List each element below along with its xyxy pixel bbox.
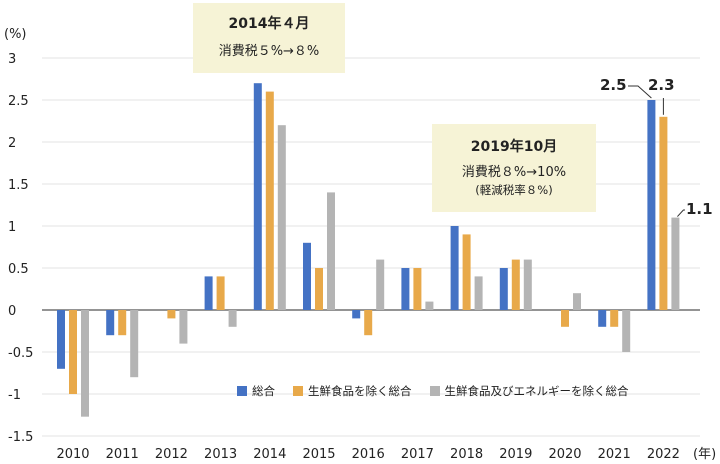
y-tick-label: 1.5 <box>8 178 29 193</box>
legend-item-total: 総合 <box>237 383 275 399</box>
bar-2019-series-1 <box>499 268 508 310</box>
y-tick-label: 2 <box>8 136 16 151</box>
legend: 総合 生鮮食品を除く総合 生鮮食品及びエネルギーを除く総合 <box>237 383 629 399</box>
y-tick-label: 3 <box>8 52 16 67</box>
annotation-2019-title: 2019年10月 <box>470 139 558 155</box>
callout-leader-core-core <box>677 209 685 217</box>
y-tick-labels: 3 2.5 2 1.5 1 0.5 0 -0.5 -1 -1.5 <box>8 52 33 445</box>
bar-2010-series-1 <box>57 310 65 369</box>
bar-2010-series-3 <box>81 310 89 417</box>
y-tick-label: 0.5 <box>8 262 29 277</box>
y-tick-label: 0 <box>8 304 16 319</box>
x-tick-label: 2016 <box>352 447 385 462</box>
legend-item-core-core: 生鮮食品及びエネルギーを除く総合 <box>429 383 629 399</box>
annotation-2014-title: 2014年４月 <box>228 16 310 32</box>
x-tick-label: 2015 <box>302 447 335 462</box>
bar-2013-series-3 <box>228 310 237 327</box>
bar-2015-series-1 <box>303 242 311 310</box>
bar-2011-series-1 <box>106 310 115 336</box>
x-tick-label: 2021 <box>598 447 631 462</box>
bar-2014-series-3 <box>277 125 286 310</box>
annotation-2014-tax: 2014年４月 消費税５%→８% <box>193 3 345 73</box>
x-tick-label: 2012 <box>155 447 188 462</box>
y-tick-label: -1.5 <box>8 430 33 445</box>
x-tick-label: 2014 <box>253 447 286 462</box>
callout-2022-core-core: 1.1 <box>686 200 713 218</box>
annotation-2019-tax: 2019年10月 消費税８%→10% (軽減税率８%) <box>432 124 596 212</box>
x-tick-label: 2013 <box>204 447 237 462</box>
x-tick-label: 2010 <box>56 447 89 462</box>
bar-2018-series-1 <box>450 226 459 310</box>
bar-2016-series-3 <box>376 259 385 310</box>
legend-swatch-core <box>293 386 303 396</box>
bar-2010-series-2 <box>69 310 77 394</box>
annotation-2019-text: 消費税８%→10% <box>461 165 567 180</box>
bar-2017-series-3 <box>425 301 434 310</box>
callout-leader-total <box>628 85 652 99</box>
bar-2016-series-2 <box>364 310 373 336</box>
bar-2019-series-2 <box>511 259 520 310</box>
callout-2022-core: 2.3 <box>648 76 675 94</box>
x-tick-label: 2020 <box>548 447 581 462</box>
y-tick-label: 1 <box>8 220 16 235</box>
bar-2022-series-3 <box>671 217 680 310</box>
y-tick-label: 2.5 <box>8 94 29 109</box>
x-tick-label: 2019 <box>499 447 532 462</box>
grid-lines <box>42 57 700 437</box>
bar-2021-series-1 <box>598 310 607 327</box>
bar-2015-series-2 <box>315 268 323 310</box>
y-tick-label: -0.5 <box>8 346 33 361</box>
bar-2017-series-2 <box>413 268 422 310</box>
bar-2011-series-2 <box>118 310 127 336</box>
x-unit-label: (年) <box>693 447 716 462</box>
x-tick-labels: 2010 2011 2012 2013 2014 2015 2016 2017 2018 2019… <box>56 447 679 462</box>
legend-label-core: 生鮮食品を除く総合 <box>308 384 412 398</box>
y-unit-label: (%) <box>4 27 27 42</box>
bar-2013-series-1 <box>204 276 213 310</box>
legend-label-core-core: 生鮮食品及びエネルギーを除く総合 <box>444 384 629 398</box>
x-tick-label: 2017 <box>401 447 434 462</box>
bar-2017-series-1 <box>401 268 410 310</box>
annotation-2019-note: (軽減税率８%) <box>475 183 553 197</box>
bar-2014-series-2 <box>265 91 274 310</box>
bar-2012-series-2 <box>167 310 176 319</box>
bar-2020-series-3 <box>573 293 581 310</box>
callout-2022-total: 2.5 <box>600 76 627 94</box>
legend-swatch-total <box>237 386 247 396</box>
bar-2019-series-3 <box>523 259 532 310</box>
bar-2021-series-2 <box>610 310 619 327</box>
annotation-2014-text: 消費税５%→８% <box>218 44 320 59</box>
bar-2018-series-3 <box>474 276 483 310</box>
bar-2018-series-2 <box>462 234 471 310</box>
bar-2016-series-1 <box>352 310 361 319</box>
legend-item-core: 生鮮食品を除く総合 <box>293 383 412 399</box>
bar-2014-series-1 <box>253 83 262 310</box>
legend-swatch-core-core <box>429 386 440 396</box>
x-tick-label: 2018 <box>450 447 483 462</box>
legend-label-total: 総合 <box>252 384 275 398</box>
bars <box>57 83 680 417</box>
bar-2022-series-1 <box>647 100 656 310</box>
bar-2012-series-3 <box>179 310 188 344</box>
bar-2021-series-3 <box>622 310 631 352</box>
x-tick-label: 2011 <box>106 447 139 462</box>
bar-2020-series-2 <box>561 310 569 327</box>
bar-2011-series-3 <box>130 310 139 378</box>
bar-2013-series-2 <box>216 276 225 310</box>
callout-leaders <box>628 85 685 217</box>
bar-2015-series-3 <box>327 192 335 310</box>
x-tick-label: 2022 <box>647 447 680 462</box>
y-tick-label: -1 <box>8 388 21 403</box>
bar-2022-series-2 <box>659 116 668 310</box>
